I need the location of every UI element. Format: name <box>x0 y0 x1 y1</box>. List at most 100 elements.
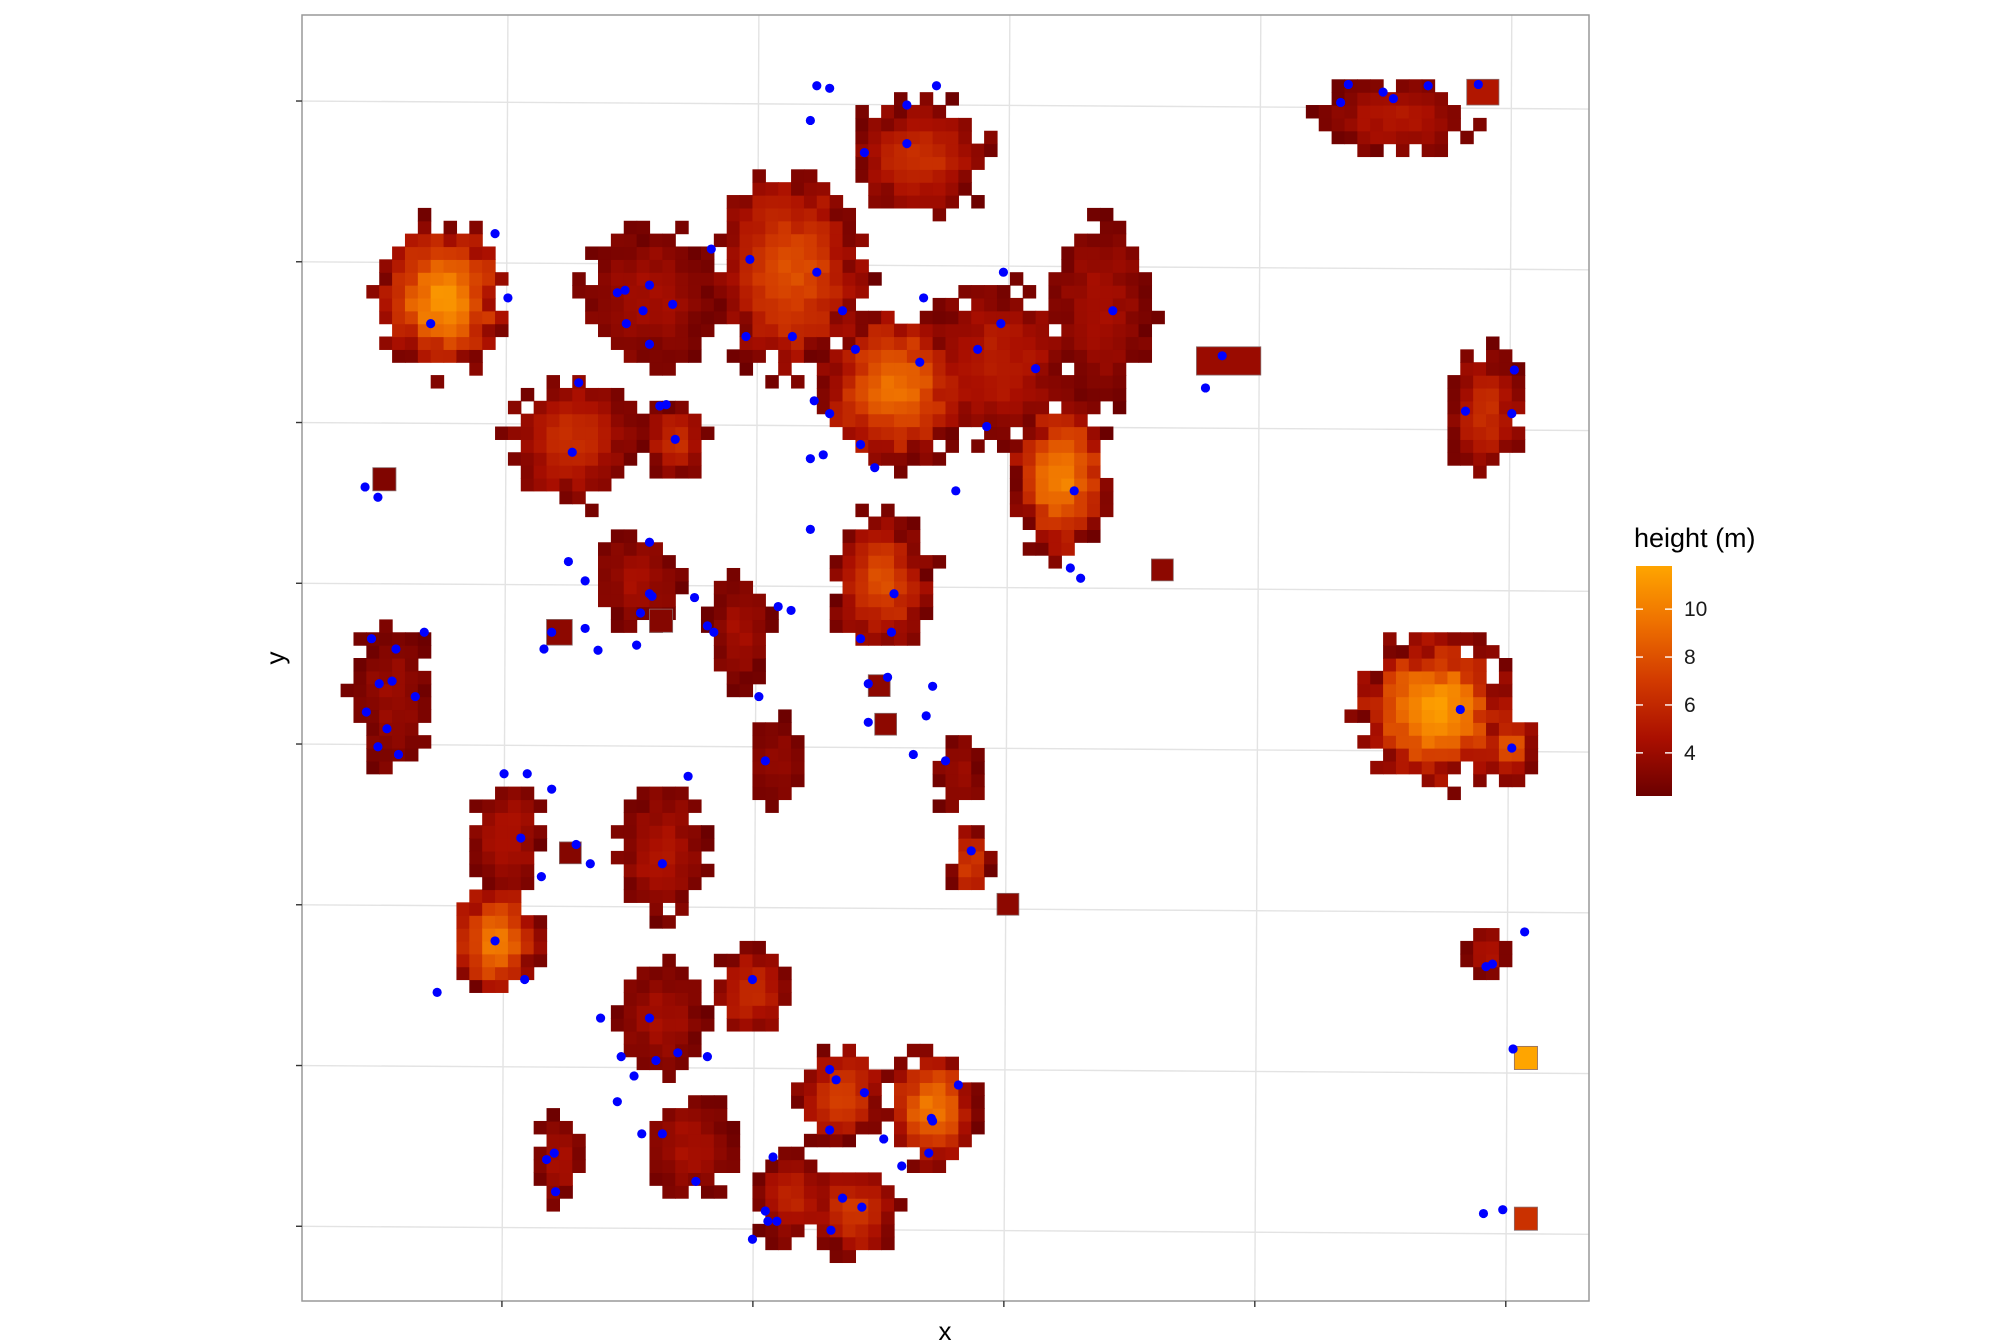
canopy-cell <box>1460 387 1474 402</box>
canopy-cell <box>649 285 663 299</box>
canopy-cell <box>958 387 972 402</box>
canopy-cell <box>1048 272 1062 286</box>
plot-panel <box>296 14 1590 1307</box>
canopy-cell <box>623 272 638 286</box>
canopy-cell <box>1473 735 1487 749</box>
canopy-cell <box>1421 760 1436 775</box>
canopy-cell <box>932 1120 947 1135</box>
canopy-cell <box>430 259 445 273</box>
canopy-cell <box>791 1082 805 1096</box>
canopy-cell <box>1460 735 1474 749</box>
canopy-cell <box>1383 645 1397 659</box>
treetop-point <box>1030 364 1041 374</box>
treetop-point <box>1217 351 1227 361</box>
canopy-cell <box>623 555 638 569</box>
canopy-cell <box>1099 323 1114 338</box>
canopy-cell <box>958 1133 972 1148</box>
canopy-cell <box>868 619 882 633</box>
canopy-cell <box>919 105 934 119</box>
canopy-cell <box>1383 696 1397 711</box>
canopy-cell <box>778 207 792 222</box>
canopy-cell <box>752 940 766 955</box>
canopy-cell <box>456 915 470 929</box>
canopy-cell <box>752 195 766 209</box>
canopy-cell <box>881 130 895 145</box>
treetop-point <box>541 1154 552 1165</box>
canopy-cell <box>816 1082 831 1096</box>
canopy-cell <box>765 246 779 260</box>
canopy-cell <box>623 542 638 556</box>
canopy-cell <box>623 889 638 903</box>
canopy-cell <box>662 786 676 801</box>
canopy-cell <box>752 259 766 273</box>
treetop-point <box>837 1193 848 1203</box>
canopy-cell <box>1447 645 1461 659</box>
canopy-cell <box>868 1198 882 1212</box>
treetop-point <box>921 711 931 721</box>
canopy-cell <box>559 477 573 492</box>
canopy-cell <box>919 1082 934 1096</box>
canopy-cell <box>1447 387 1461 402</box>
canopy-cell <box>1099 272 1114 286</box>
canopy-cell <box>894 1133 908 1148</box>
canopy-cell <box>1460 953 1474 968</box>
canopy-cell <box>791 246 805 260</box>
canopy-cell <box>1486 413 1500 428</box>
canopy-cell <box>546 1108 560 1122</box>
treetop-point <box>805 524 815 535</box>
canopy-cell <box>636 349 651 363</box>
canopy-cell <box>1048 490 1062 505</box>
canopy-cell <box>855 1223 869 1238</box>
canopy-cell <box>996 349 1011 363</box>
canopy-cell <box>1511 426 1526 440</box>
canopy-cell <box>379 272 393 286</box>
canopy-cell <box>1087 207 1101 222</box>
canopy-cell <box>1447 632 1461 646</box>
canopy-cell <box>1035 452 1050 466</box>
canopy-cell <box>803 1159 818 1173</box>
canopy-cell <box>919 169 934 183</box>
canopy-cell <box>971 323 985 338</box>
canopy-cell <box>996 413 1011 428</box>
treetop-point <box>691 1176 701 1186</box>
canopy-cell <box>1498 349 1513 363</box>
canopy-cell <box>649 799 663 813</box>
canopy-cell <box>1434 658 1449 672</box>
canopy-cell <box>572 413 586 428</box>
canopy-cell <box>1022 387 1037 402</box>
canopy-cell <box>700 1005 715 1019</box>
canopy-cell <box>688 285 702 299</box>
canopy-cell <box>868 1069 882 1083</box>
canopy-cell <box>649 426 663 440</box>
canopy-cell <box>752 670 766 685</box>
treetop-point <box>837 306 848 316</box>
canopy-cell <box>1112 400 1127 415</box>
canopy-cell <box>533 838 548 852</box>
treetop-point <box>670 434 680 444</box>
canopy-cell <box>649 889 663 903</box>
canopy-cell <box>868 310 882 325</box>
canopy-cell <box>726 992 741 1006</box>
canopy-cell <box>791 748 805 762</box>
canopy-cell <box>404 310 419 325</box>
canopy-cell <box>417 207 432 222</box>
canopy-cell <box>765 619 779 633</box>
canopy-cell <box>610 593 625 608</box>
canopy-cell <box>610 426 625 440</box>
canopy-cell <box>945 1095 959 1109</box>
canopy-cell <box>791 1146 805 1161</box>
treetop-point <box>567 447 577 457</box>
canopy-cell <box>765 799 779 813</box>
canopy-cell <box>919 567 934 582</box>
canopy-cell <box>469 889 483 903</box>
x-axis-title: x <box>939 1316 952 1344</box>
canopy-cell <box>752 593 766 608</box>
canopy-cell <box>713 310 728 325</box>
canopy-cell <box>1074 490 1088 505</box>
canopy-cell <box>662 1185 676 1199</box>
canopy-cell <box>1486 760 1500 775</box>
canopy-cell <box>688 876 702 891</box>
canopy-cell <box>1087 285 1101 299</box>
canopy-cell <box>958 735 972 749</box>
canopy-cell <box>1112 259 1127 273</box>
